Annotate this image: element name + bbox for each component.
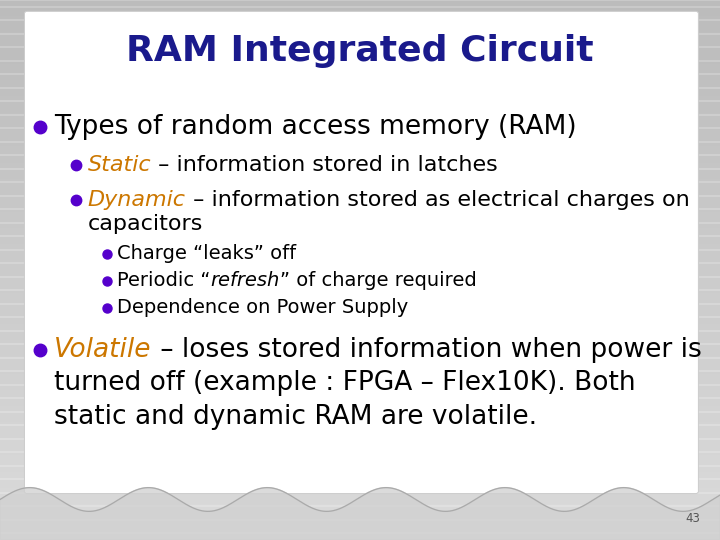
Text: Static: Static [88,154,151,175]
Text: Dynamic: Dynamic [88,190,186,210]
FancyBboxPatch shape [24,11,698,494]
Text: refresh: refresh [211,271,280,291]
Text: ” of charge required: ” of charge required [280,271,477,291]
Text: Dependence on Power Supply: Dependence on Power Supply [117,298,409,318]
Text: – information stored in latches: – information stored in latches [151,154,498,175]
Text: turned off (example : FPGA – Flex10K). Both: turned off (example : FPGA – Flex10K). B… [54,370,636,396]
Text: Charge “leaks” off: Charge “leaks” off [117,244,297,264]
Text: Types of random access memory (RAM): Types of random access memory (RAM) [54,114,577,140]
Text: – information stored as electrical charges on: – information stored as electrical charg… [186,190,690,210]
Text: capacitors: capacitors [88,214,203,234]
Text: RAM Integrated Circuit: RAM Integrated Circuit [126,35,594,68]
Text: – loses stored information when power is: – loses stored information when power is [151,337,701,363]
Text: static and dynamic RAM are volatile.: static and dynamic RAM are volatile. [54,404,537,430]
Text: Volatile: Volatile [54,337,151,363]
Text: 43: 43 [685,512,700,525]
Text: Periodic “: Periodic “ [117,271,211,291]
